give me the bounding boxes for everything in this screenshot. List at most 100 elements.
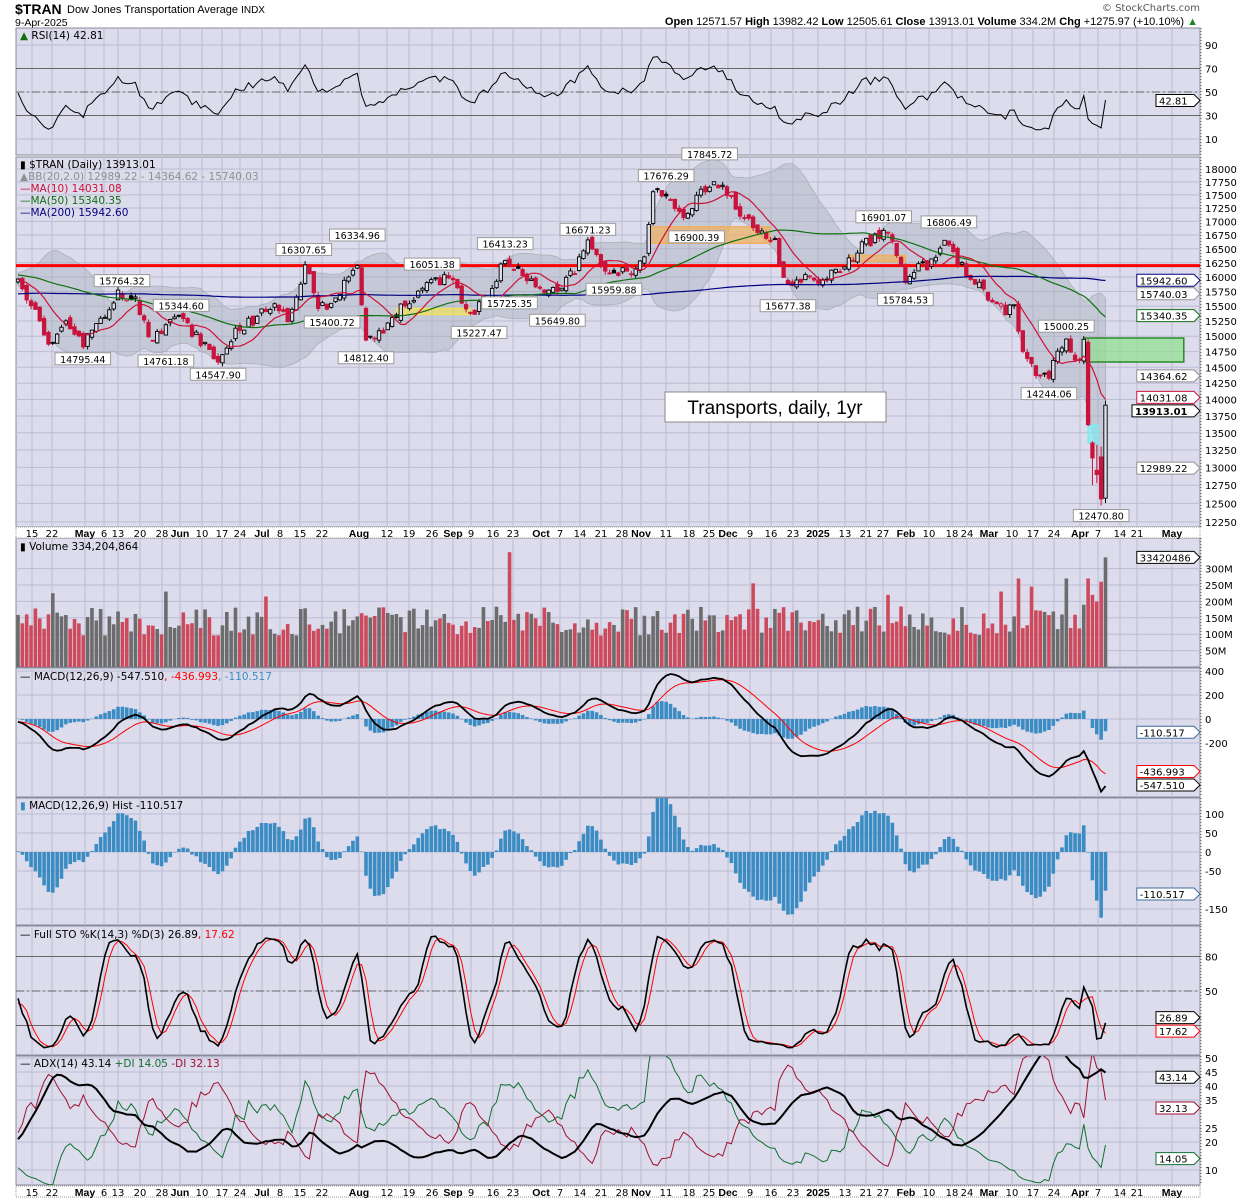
hist-bar [242, 837, 246, 852]
value-tag [1155, 1070, 1201, 1084]
hist-bar [803, 852, 808, 892]
candle-body [1020, 330, 1026, 352]
hist-bar [1012, 852, 1016, 871]
hist-bar [124, 815, 129, 852]
macd-histogram-bar [747, 719, 751, 732]
macd-histogram-bar [716, 717, 721, 719]
volume-bar [385, 612, 390, 667]
candle-body [503, 260, 508, 265]
hist-bar [1099, 852, 1103, 918]
volume-bar [646, 634, 651, 667]
candle-body [624, 267, 630, 272]
candle-body [442, 274, 447, 285]
candle-body [803, 274, 808, 281]
candle-body [250, 315, 256, 326]
security-name-text: Dow Jones Transportation Average [67, 4, 238, 16]
price-axis-label: 13750 [1205, 412, 1237, 423]
volume-bar [24, 614, 29, 667]
open-value: 12571.57 [696, 16, 742, 28]
hist-bar [790, 852, 795, 915]
volume-bar [146, 625, 151, 667]
candle-body [542, 289, 547, 293]
volume-bar [660, 629, 664, 667]
candle-body [777, 238, 782, 265]
candle-body [911, 271, 917, 279]
hist-bar [1081, 825, 1086, 852]
hist-bar [1047, 852, 1051, 887]
hist-bar [116, 813, 120, 852]
hist-bar [668, 804, 673, 852]
volume-bar [77, 623, 81, 667]
hist-bar [390, 852, 394, 879]
date-axis [15, 1185, 1201, 1198]
volume-bar [620, 609, 625, 667]
volume-bar [198, 627, 203, 667]
hist-bar [329, 852, 333, 861]
candle-body [842, 266, 847, 270]
chart-date: 9-Apr-2025 [15, 17, 68, 29]
date-tick-label: 14 [1114, 529, 1127, 540]
hist-bar [851, 826, 855, 852]
volume-bar [555, 624, 560, 667]
macd-histogram-bar [312, 711, 316, 719]
hist-bar [355, 836, 360, 852]
candle-body [507, 258, 512, 268]
candle-body [664, 193, 669, 197]
sto-axis-label: 50 [1205, 987, 1218, 998]
macd-histogram-bar [655, 701, 660, 719]
macd-histogram-bar [673, 707, 677, 719]
macd-histogram-bar [81, 719, 86, 723]
candle-body [172, 316, 177, 320]
change-label: Chg [1059, 16, 1080, 28]
macd-histogram-bar [620, 719, 625, 723]
macd-histogram-bar [33, 719, 38, 726]
price-annotation: 15677.38 [765, 302, 810, 313]
volume-bar [203, 609, 207, 667]
volume-bar [960, 607, 964, 667]
macd-histogram-bar [586, 710, 590, 719]
macd-histogram-bar [316, 715, 320, 719]
hist-bar [512, 831, 516, 852]
candle-body [650, 191, 656, 224]
price-axis-label: 14250 [1205, 379, 1237, 390]
macd-histogram-bar [1034, 719, 1038, 734]
macd-histogram-bar [442, 711, 447, 719]
macd-histogram-bar [1103, 719, 1108, 732]
candle-body [859, 241, 865, 254]
macd-histogram-bar [211, 719, 216, 726]
volume-bar [738, 614, 742, 667]
macd-histogram-bar [399, 719, 403, 722]
value-tag-label: 13913.01 [1135, 407, 1188, 418]
date-tick-label: 8 [277, 1188, 283, 1199]
hist-bar [973, 852, 977, 871]
macd-histogram-bar [590, 710, 594, 719]
volume-bar [468, 632, 473, 667]
value-tag-label: 15340.35 [1140, 312, 1188, 323]
candle-body [537, 286, 543, 289]
date-tick-label: 22 [46, 1188, 59, 1199]
annotation-box [54, 352, 112, 366]
macd-histogram-bar [499, 714, 503, 719]
macd-histogram-bar [512, 712, 516, 719]
volume-bar [942, 632, 947, 667]
annotation-box [668, 230, 725, 244]
volume-bar [268, 629, 273, 667]
volume-bar [629, 618, 634, 667]
volume-bar [277, 635, 281, 667]
volume-bar [512, 619, 516, 667]
volume-bar [90, 608, 94, 667]
macd-histogram-bar [842, 713, 847, 719]
macd-histogram-bar [973, 719, 977, 725]
hist-bar [133, 820, 138, 852]
price-axis-label: 17000 [1205, 217, 1237, 228]
price-axis-label: 18000 [1205, 165, 1237, 176]
volume-bar [111, 624, 116, 667]
date-tick-label: 20 [134, 529, 147, 540]
volume-axis-label: 250M [1205, 581, 1233, 592]
candle-body [838, 271, 843, 274]
volume-bar [207, 617, 212, 667]
volume-bar [251, 634, 255, 667]
chart-note-text: Transports, daily, 1yr [687, 398, 863, 419]
hist-bar [138, 830, 142, 852]
price-axis-label: 17500 [1205, 191, 1237, 202]
